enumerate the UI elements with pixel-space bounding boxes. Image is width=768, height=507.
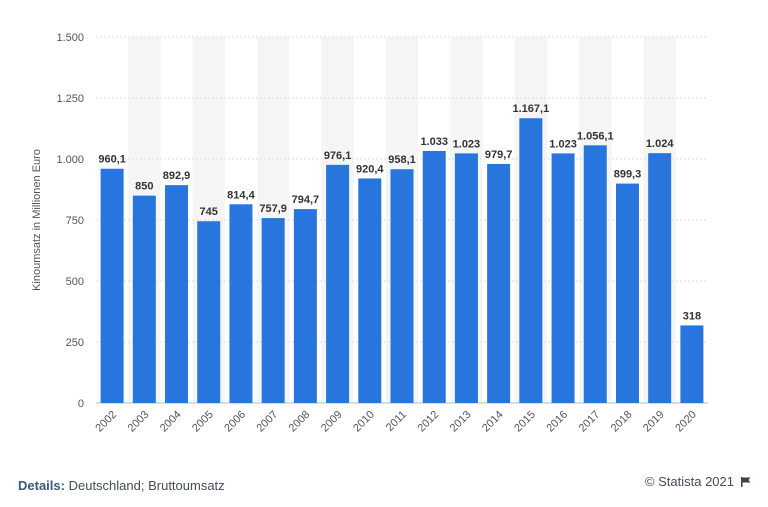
bar[interactable] [358,178,382,403]
data-label: 1.023 [549,138,577,150]
bar[interactable] [583,145,607,404]
y-tick-label: 750 [66,215,84,227]
data-label: 979,7 [485,149,513,161]
x-axis-ticks: 2002 2003 2004 2005 2006 2007 2008 2009 2010 2011… [93,409,699,435]
y-tick-label: 1.000 [56,154,84,166]
bar-chart: 960,1 850 892,9 745 814,4 757,9 794,7 976,1 920,… [31,32,708,435]
bar[interactable] [261,218,285,403]
x-tick-label: 2003 [126,409,152,435]
data-label: 958,1 [388,154,416,166]
x-tick-label: 2007 [254,409,280,435]
data-label: 794,7 [292,194,320,206]
data-label: 850 [135,181,153,193]
x-tick-label: 2009 [319,409,345,435]
x-tick-label: 2013 [448,409,474,435]
details-label: Details: [18,478,65,493]
x-tick-label: 2002 [93,409,119,435]
x-tick-label: 2014 [480,409,506,435]
data-label: 920,4 [356,163,384,175]
x-tick-label: 2019 [641,409,667,435]
bar[interactable] [165,185,189,403]
bar[interactable] [293,209,317,403]
bar[interactable] [519,118,543,403]
x-tick-label: 2011 [384,409,409,434]
x-tick-label: 2018 [609,409,635,435]
data-label: 1.024 [646,138,674,150]
x-tick-label: 2004 [158,409,184,435]
data-label: 899,3 [614,169,642,181]
bar[interactable] [551,153,575,403]
data-label: 814,4 [227,189,255,201]
data-label: 1.023 [453,138,481,150]
x-tick-label: 2005 [190,409,216,435]
x-tick-label: 2015 [512,409,538,435]
y-tick-label: 0 [78,398,84,410]
flag-icon[interactable] [740,476,752,488]
data-label: 892,9 [163,170,191,182]
y-tick-label: 1.500 [56,32,84,44]
bar[interactable] [422,150,446,403]
bar[interactable] [100,168,124,403]
bar[interactable] [487,163,511,403]
data-label: 318 [683,310,701,322]
bar[interactable] [390,169,414,403]
details-footer: Details: Deutschland; Bruttoumsatz [18,478,225,493]
y-tick-label: 500 [66,276,84,288]
data-label: 1.167,1 [512,103,549,115]
data-labels: 960,1 850 892,9 745 814,4 757,9 794,7 976,1 920,… [98,103,701,322]
details-text: Deutschland; Bruttoumsatz [68,478,225,493]
y-tick-label: 250 [66,337,84,349]
credit-text: © Statista 2021 [644,474,734,489]
bar[interactable] [680,325,704,403]
bar[interactable] [615,183,639,403]
bars [100,118,704,404]
x-tick-label: 2012 [416,409,442,435]
x-tick-label: 2017 [577,409,603,435]
data-label: 1.056,1 [577,130,614,142]
x-tick-label: 2008 [287,409,313,435]
data-label: 757,9 [259,203,287,215]
data-label: 745 [200,206,218,218]
data-label: 1.033 [420,136,448,148]
bar[interactable] [648,153,672,403]
x-tick-label: 2006 [222,409,248,435]
bar[interactable] [197,221,221,403]
x-tick-label: 2010 [351,409,377,435]
y-tick-label: 1.250 [56,93,84,105]
bar[interactable] [454,153,478,403]
credit[interactable]: © Statista 2021 [645,474,752,489]
bar[interactable] [132,195,156,403]
x-tick-label: 2016 [544,409,570,435]
bar[interactable] [326,164,350,403]
y-axis-ticks: 0 250 500 750 1.000 1.250 1.500 [56,32,84,410]
y-axis-label: Kinoumsatz in Millionen Euro [31,149,43,291]
data-label: 976,1 [324,150,352,162]
data-label: 960,1 [98,154,126,166]
x-tick-label: 2020 [673,409,699,435]
bar[interactable] [229,204,253,403]
